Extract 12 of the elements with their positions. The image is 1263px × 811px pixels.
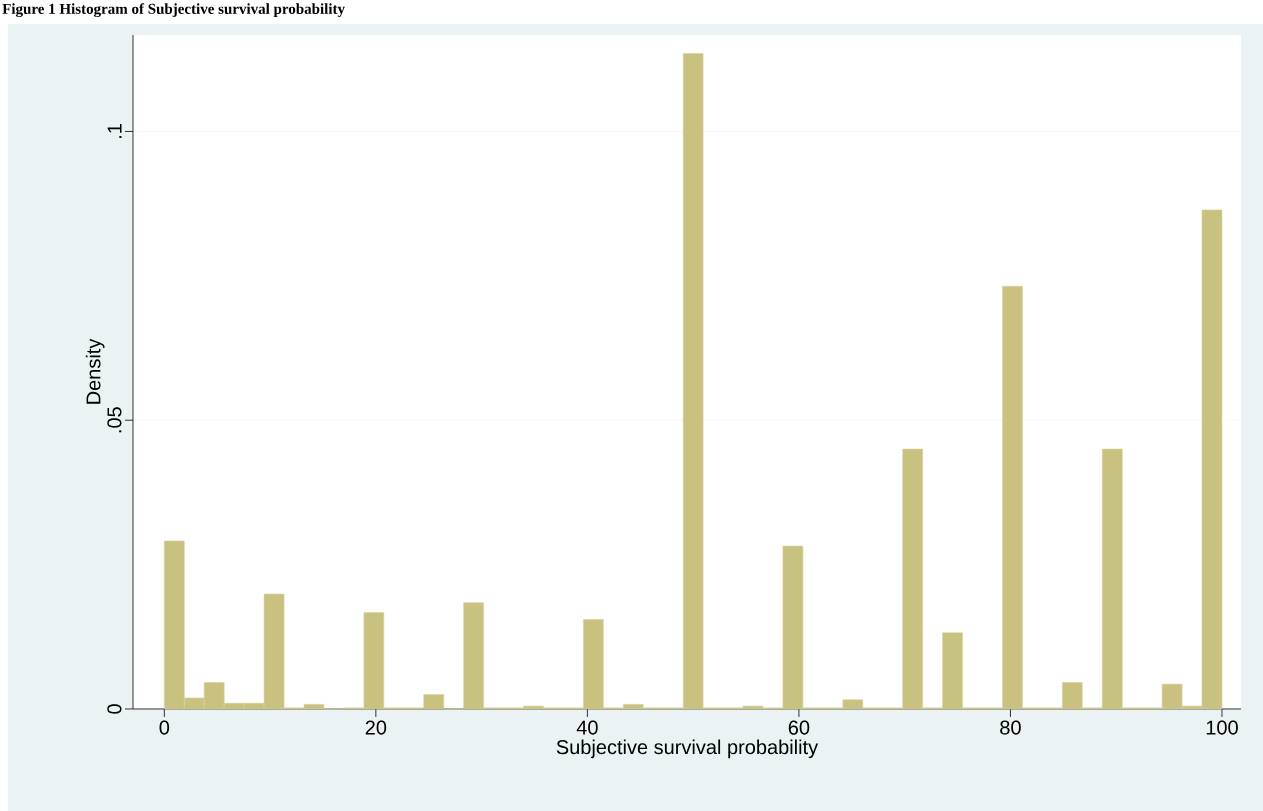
x-tick-label: 60: [788, 720, 810, 735]
y-tick-label: 0: [107, 704, 122, 714]
y-tick-label: .05: [107, 407, 122, 433]
x-tick-label: 80: [1000, 720, 1021, 735]
x-axis-title: Subjective survival probability: [556, 739, 819, 759]
chart-title: Figure 1 Histogram of Subjective survival probability: [2, 3, 345, 18]
x-tick-label: 40: [576, 720, 598, 735]
x-tick-label: 20: [365, 720, 387, 735]
y-tick-label: .1: [107, 124, 122, 138]
y-axis-title: Density: [85, 338, 105, 404]
x-tick-label: 100: [1206, 720, 1238, 735]
x-tick-label: 0: [159, 720, 170, 735]
